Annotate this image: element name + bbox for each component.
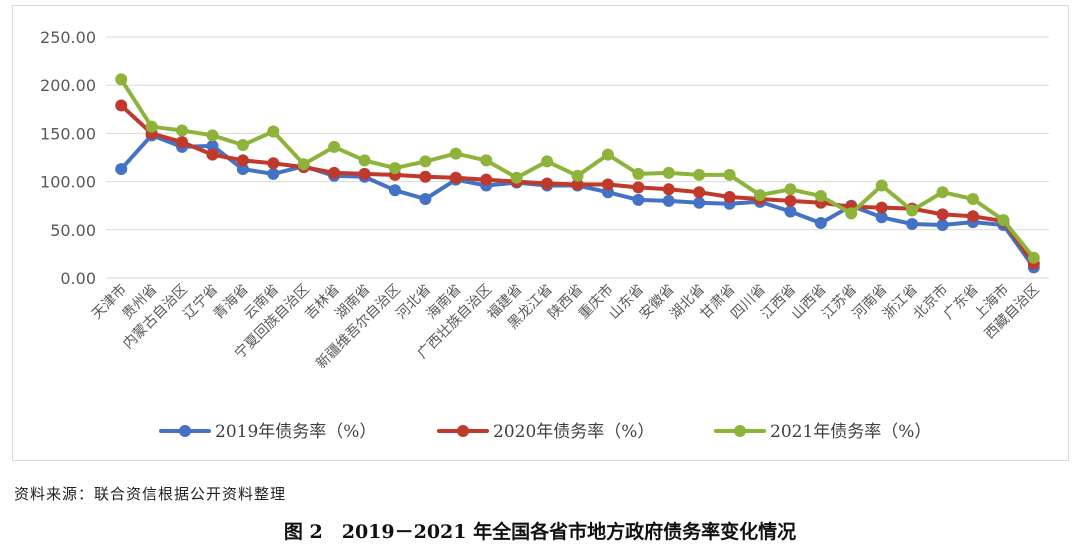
data-point-2	[814, 190, 827, 203]
data-point-2	[145, 120, 158, 133]
data-point-2	[845, 207, 858, 220]
data-point-2	[754, 189, 767, 202]
data-point-0	[632, 193, 645, 206]
source-note: 资料来源：联合资信根据公开资料整理	[14, 485, 287, 503]
data-point-1	[632, 181, 645, 194]
data-point-1	[358, 167, 371, 180]
data-point-0	[206, 139, 219, 152]
legend-label-1: 2020年债务率（%）	[493, 422, 654, 442]
data-point-0	[236, 163, 249, 176]
data-point-1	[541, 177, 554, 190]
data-point-1	[966, 210, 979, 223]
chart-frame: 250.00 200.00 150.00 100.00 50.00 0.00 天津市 贵州省内…	[12, 5, 1069, 461]
data-point-0	[936, 218, 949, 231]
data-point-2	[206, 129, 219, 142]
data-point-2	[784, 183, 797, 196]
y-tick-label: 250.00	[40, 28, 96, 47]
data-point-2	[236, 138, 249, 151]
data-point-2	[966, 192, 979, 205]
data-point-2	[419, 155, 432, 168]
data-point-0	[784, 205, 797, 218]
series-line-2	[119, 77, 1036, 260]
data-point-2	[115, 73, 128, 86]
data-point-2	[449, 147, 462, 160]
data-point-0	[115, 163, 128, 176]
data-point-1	[936, 208, 949, 221]
data-point-0	[388, 184, 401, 197]
legend-label-0: 2019年债务率（%）	[215, 422, 376, 442]
data-point-1	[662, 183, 675, 196]
data-point-2	[358, 154, 371, 167]
data-point-2	[662, 166, 675, 179]
data-point-0	[693, 196, 706, 209]
y-tick-label: 100.00	[40, 173, 96, 192]
data-point-2	[601, 148, 614, 161]
data-point-0	[662, 194, 675, 207]
y-tick-label: 150.00	[40, 124, 96, 143]
legend-marker-2	[734, 425, 746, 437]
data-point-1	[206, 148, 219, 161]
y-tick-label: 50.00	[50, 221, 96, 240]
data-point-1	[176, 136, 189, 149]
data-point-1	[419, 170, 432, 183]
legend-label-2: 2021年债务率（%）	[770, 422, 931, 442]
data-point-1	[115, 99, 128, 112]
legend-marker-0	[179, 425, 191, 437]
figure-caption: 图 2 2019－2021 年全国各省市地方政府债务率变化情况	[283, 521, 797, 543]
data-point-0	[814, 217, 827, 230]
legend-marker-1	[457, 425, 469, 437]
data-point-2	[632, 167, 645, 180]
line-chart: 250.00200.00150.00100.0050.000.00天津市贵州省内…	[40, 28, 1049, 442]
data-point-1	[784, 194, 797, 207]
data-point-0	[419, 192, 432, 205]
data-point-1	[723, 191, 736, 204]
data-point-1	[571, 178, 584, 191]
data-point-1	[601, 178, 614, 191]
data-point-2	[1027, 251, 1040, 264]
data-point-1	[328, 166, 341, 179]
data-point-2	[480, 154, 493, 167]
data-point-2	[723, 168, 736, 181]
data-point-2	[297, 158, 310, 171]
data-point-1	[449, 171, 462, 184]
data-point-2	[176, 124, 189, 137]
y-tick-label: 0.00	[60, 269, 96, 288]
data-point-2	[875, 179, 888, 192]
data-point-2	[693, 168, 706, 181]
data-point-2	[388, 162, 401, 175]
data-point-1	[875, 201, 888, 214]
data-point-0	[267, 167, 280, 180]
data-point-2	[906, 204, 919, 217]
data-point-2	[267, 125, 280, 138]
data-point-2	[328, 140, 341, 153]
data-point-1	[267, 157, 280, 170]
y-tick-label: 200.00	[40, 76, 96, 95]
data-point-2	[541, 155, 554, 168]
data-point-1	[236, 154, 249, 167]
data-point-2	[997, 214, 1010, 227]
data-point-0	[875, 211, 888, 224]
data-point-2	[936, 186, 949, 199]
data-point-1	[693, 186, 706, 199]
data-point-1	[480, 173, 493, 186]
data-point-0	[906, 218, 919, 231]
data-point-2	[571, 169, 584, 182]
data-point-2	[510, 171, 523, 184]
series-line-0	[119, 133, 1036, 270]
